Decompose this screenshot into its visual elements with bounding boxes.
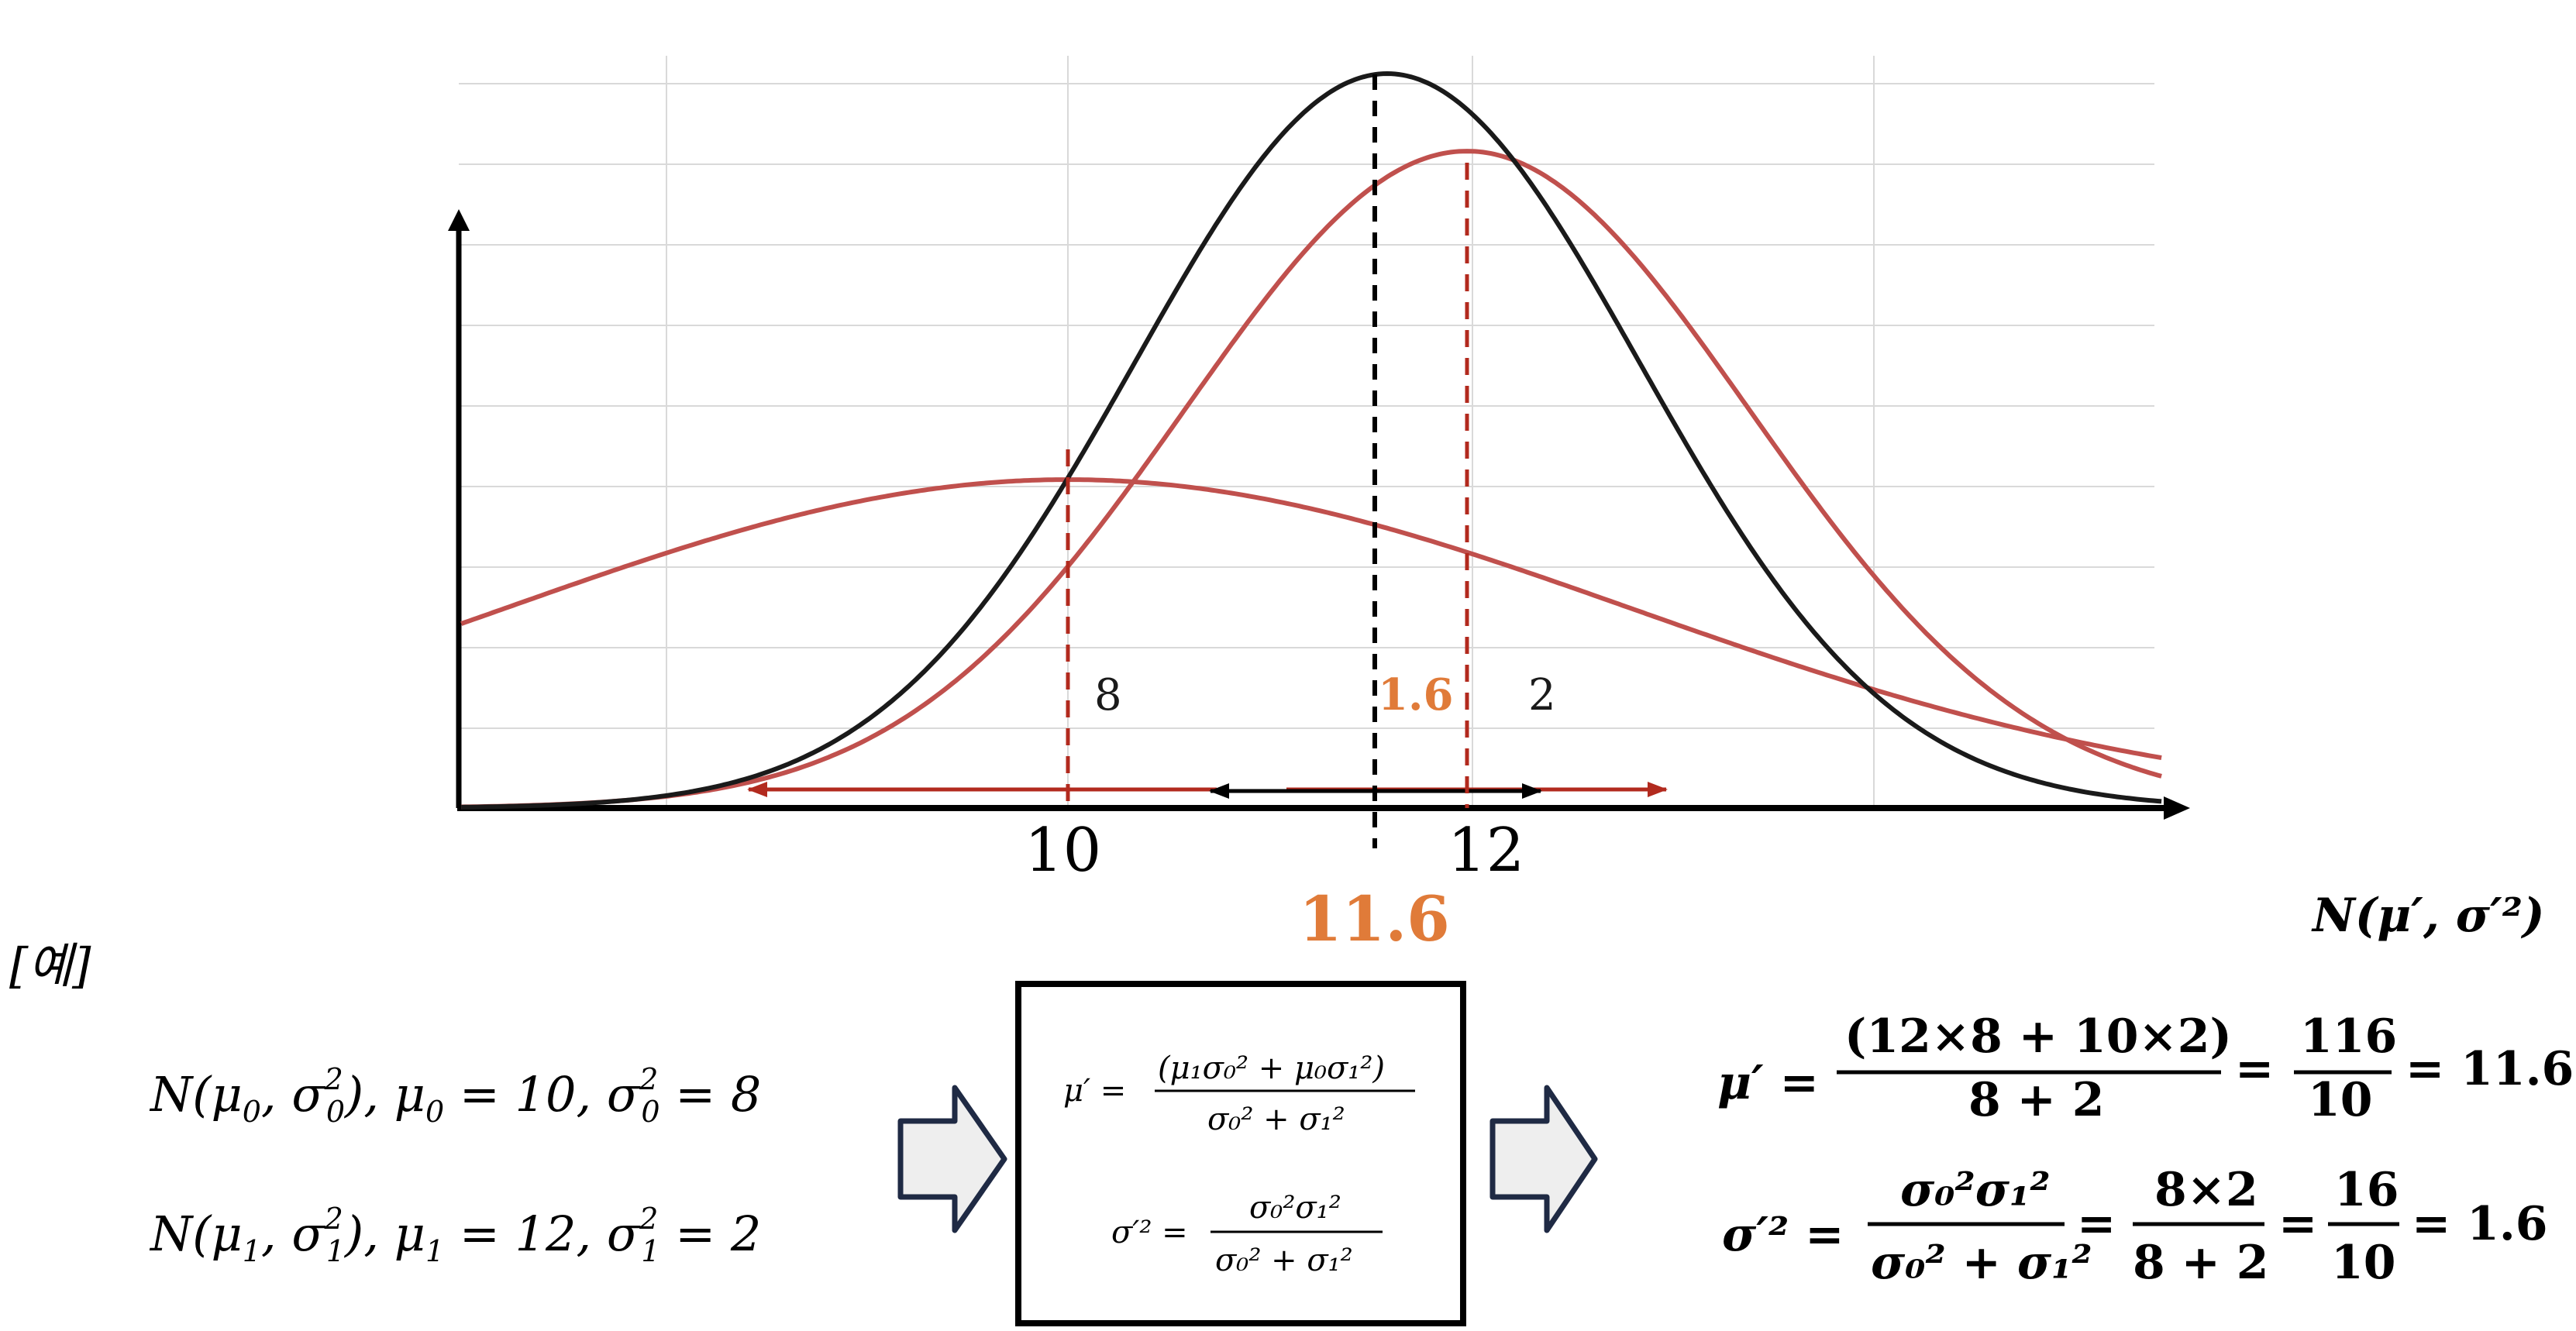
x-tick-label-12: 12 <box>1448 816 1524 886</box>
y-axis-arrowhead <box>448 209 470 231</box>
result-mu-denominator: 8 + 2 <box>1968 1073 2105 1127</box>
prior-1-curve <box>461 149 2162 810</box>
result-mu-frac-num: 116 <box>2300 1009 2397 1064</box>
result-mu-value: = 11.6 <box>2406 1042 2574 1096</box>
result-mu-frac-den: 10 <box>2308 1073 2373 1127</box>
result-var-equals-1: = <box>2077 1197 2116 1251</box>
given-line-1: N(μ0, σ2 0), μ0 = 10, σ2 0 = 8 <box>149 1062 761 1129</box>
x-axis-arrowhead <box>2164 796 2190 820</box>
formula-var-lhs: σ′² = <box>1111 1215 1188 1250</box>
result-var-value: = 1.6 <box>2412 1197 2548 1251</box>
formula-var-denominator: σ₀² + σ₁² <box>1215 1243 1353 1278</box>
x-tick-label-10: 10 <box>1025 816 1101 886</box>
given-line-2: N(μ1, σ2 1), μ1 = 12, σ2 1 = 2 <box>149 1202 761 1268</box>
result-distribution: N(μ′, σ′²) <box>2311 889 2544 943</box>
result-mu-numerator: (12×8 + 10×2) <box>1844 1009 2232 1064</box>
posterior-mean-label: 11.6 <box>1299 882 1450 955</box>
result-var-frac2-num: 16 <box>2334 1163 2399 1217</box>
result-var-frac2-den: 10 <box>2331 1236 2396 1290</box>
result-var-frac1-den: 8 + 2 <box>2133 1236 2269 1290</box>
formula-mu-numerator: (μ₁σ₀² + μ₀σ₁²) <box>1158 1051 1385 1086</box>
result-var-equals-2: = <box>2278 1197 2317 1251</box>
block-arrow-right-2 <box>1489 1085 1598 1233</box>
block-arrow-right-1 <box>897 1085 1007 1233</box>
annotation-variance-8: 8 <box>1094 670 1122 721</box>
formula-mu-denominator: σ₀² + σ₁² <box>1207 1102 1345 1137</box>
result-equations: N(μ′, σ′²) μ′ = (12×8 + 10×2) 8 + 2 = 11… <box>1717 889 2574 1290</box>
result-mu-lhs: μ′ = <box>1717 1056 1819 1110</box>
result-var-lhs: σ′² = <box>1722 1208 1844 1262</box>
result-var-numerator: σ₀²σ₁² <box>1900 1163 2051 1217</box>
prior-0-curve <box>460 476 2162 761</box>
density-curves <box>460 71 2162 810</box>
result-var-frac1-num: 8×2 <box>2154 1163 2258 1217</box>
example-label: [예] <box>9 937 91 994</box>
formula-var-numerator: σ₀²σ₁² <box>1249 1190 1341 1226</box>
formula-box <box>1015 981 1466 1326</box>
posterior-curve <box>461 71 2162 810</box>
given-distributions: N(μ0, σ2 0), μ0 = 10, σ2 0 = 8 N(μ1, σ2 1),… <box>149 1062 761 1268</box>
formula-box-content: μ′ = (μ₁σ₀² + μ₀σ₁²) σ₀² + σ₁² σ′² = σ₀²… <box>1063 1051 1415 1278</box>
chart-grid <box>459 56 2154 810</box>
annotation-variance-1-6: 1.6 <box>1378 669 1453 721</box>
result-var-denominator: σ₀² + σ₁² <box>1871 1236 2092 1290</box>
result-mu-equals: = <box>2235 1042 2274 1096</box>
annotation-variance-2: 2 <box>1528 670 1556 721</box>
formula-mu-lhs: μ′ = <box>1063 1073 1126 1109</box>
